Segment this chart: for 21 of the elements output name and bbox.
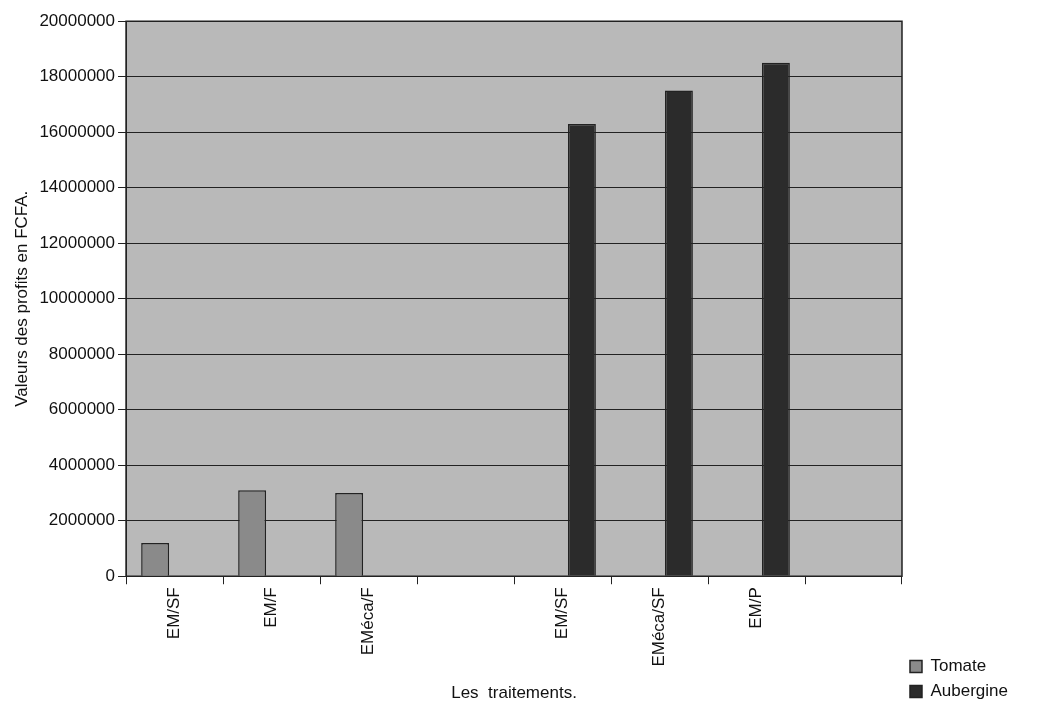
y-tick-label: 20000000 [39,10,116,30]
y-axis-title: Valeurs des profits en FCFA. [11,190,31,407]
y-tick-label: 4000000 [48,454,116,474]
legend-label: Aubergine [930,681,1009,701]
x-tick-label: EM/SF [552,587,572,640]
x-axis-title: Les traitements. [451,683,577,703]
y-tick-label: 12000000 [39,232,116,252]
y-tick-label: 18000000 [39,66,116,86]
x-tick-label: EM/F [261,587,281,628]
y-tick-label: 10000000 [39,288,116,308]
x-tick-label: EM/SF [164,587,184,640]
legend-label: Tomate [930,656,987,676]
y-tick-label: 6000000 [48,399,116,419]
y-tick-label: 14000000 [39,177,116,197]
y-tick-label: 2000000 [48,510,116,530]
y-tick-label: 16000000 [39,121,116,141]
y-tick-label: 8000000 [48,343,116,363]
x-tick-label: EMéca/F [358,587,378,656]
x-tick-label: EMéca/SF [649,587,669,667]
y-tick-label: 0 [105,565,116,585]
x-tick-label: EM/P [746,587,766,629]
